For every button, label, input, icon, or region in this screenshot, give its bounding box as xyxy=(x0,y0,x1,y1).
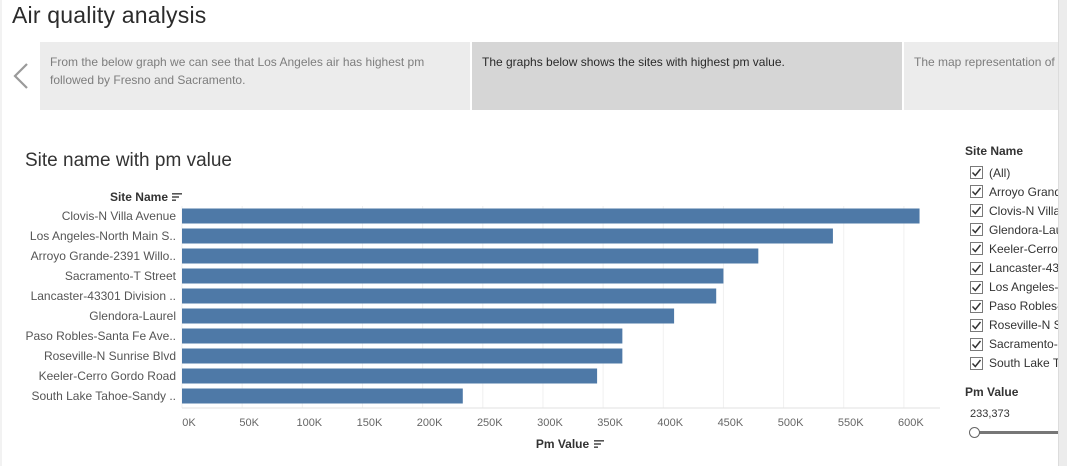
site-filter-checkbox[interactable] xyxy=(970,185,983,199)
pm-value-min-readout: 233,373 xyxy=(970,408,1010,420)
site-filter-item[interactable]: Roseville-N Sunrise Blvd xyxy=(970,316,1058,335)
check-icon xyxy=(971,302,982,311)
site-filter-item[interactable]: Paso Robles-Santa Fe xyxy=(970,297,1058,316)
x-tick-label: 400K xyxy=(657,417,683,429)
site-filter-checkbox[interactable] xyxy=(970,299,983,313)
sort-descending-icon[interactable] xyxy=(172,192,182,202)
site-name-filter-list: (All) Arroyo Grande-2391 Willow Clovis-N V… xyxy=(970,163,1058,373)
story-point-1[interactable]: From the below graph we can see that Los… xyxy=(40,42,470,110)
pm-value-bar[interactable] xyxy=(182,348,623,364)
site-name-filter-title: Site Name xyxy=(965,144,1024,158)
pm-value-slider-track[interactable] xyxy=(974,431,1058,434)
site-filter-label: South Lake Tahoe-Sandy xyxy=(989,356,1058,371)
site-filter-item[interactable]: South Lake Tahoe-Sandy xyxy=(970,354,1058,373)
site-filter-item[interactable]: (All) xyxy=(970,163,1058,182)
pm-value-bar[interactable] xyxy=(182,288,717,304)
site-filter-checkbox[interactable] xyxy=(970,223,983,237)
check-icon xyxy=(971,340,982,349)
site-filter-label: Arroyo Grande-2391 Willow xyxy=(989,184,1058,199)
site-filter-checkbox[interactable] xyxy=(970,318,983,332)
site-name-row-header[interactable]: Site Name xyxy=(60,190,182,204)
x-tick-label: 50K xyxy=(239,417,259,429)
site-filter-label: Los Angeles-North Main xyxy=(989,280,1058,295)
x-tick-label: 100K xyxy=(296,417,322,429)
x-tick-label: 550K xyxy=(838,417,864,429)
pm-value-bar[interactable] xyxy=(182,208,920,224)
x-tick-label: 450K xyxy=(718,417,744,429)
row-header-label: Site Name xyxy=(109,190,168,204)
pm-value-slider-handle[interactable] xyxy=(969,427,980,438)
story-point-2-active[interactable]: The graphs below shows the sites with hi… xyxy=(472,42,902,110)
check-icon xyxy=(971,187,982,196)
site-filter-item[interactable]: Los Angeles-North Main xyxy=(970,278,1058,297)
dashboard-title: Air quality analysis xyxy=(12,2,207,28)
right-scrollbar[interactable] xyxy=(1058,0,1067,466)
site-filter-checkbox[interactable] xyxy=(970,166,983,180)
pm-value-bar[interactable] xyxy=(182,388,463,404)
chart-title: Site name with pm value xyxy=(25,150,232,171)
site-filter-checkbox[interactable] xyxy=(970,242,983,256)
pm-value-filter-title: Pm Value xyxy=(965,385,1019,399)
x-tick-label: 500K xyxy=(778,417,804,429)
story-point-3[interactable]: The map representation of xyxy=(904,42,1058,110)
site-filter-label: (All) xyxy=(989,165,1011,180)
site-filter-label: Keeler-Cerro Gordo Road xyxy=(989,241,1058,256)
site-filter-item[interactable]: Keeler-Cerro Gordo Road xyxy=(970,239,1058,258)
bar-chart: 0K 50K 100K 150K 200K 250K 300K 350K 400K 450K 500… xyxy=(25,206,940,429)
site-name-label: Lancaster-43301 Division .. xyxy=(31,289,176,303)
site-filter-checkbox[interactable] xyxy=(970,204,983,218)
x-tick-label: 350K xyxy=(597,417,623,429)
x-tick-label: 200K xyxy=(417,417,443,429)
site-filter-checkbox[interactable] xyxy=(970,280,983,294)
pm-value-bar[interactable] xyxy=(182,368,598,384)
site-name-label: Glendora-Laurel xyxy=(89,309,176,323)
site-filter-item[interactable]: Clovis-N Villa Avenue xyxy=(970,201,1058,220)
site-filter-checkbox[interactable] xyxy=(970,337,983,351)
site-filter-item[interactable]: Glendora-Laurel xyxy=(970,220,1058,239)
sort-descending-icon[interactable] xyxy=(594,439,605,449)
check-icon xyxy=(971,244,982,254)
pm-value-bar[interactable] xyxy=(182,228,833,244)
pm-value-bar[interactable] xyxy=(182,308,675,324)
check-icon xyxy=(971,168,982,177)
site-filter-label: Glendora-Laurel xyxy=(989,222,1058,237)
check-icon xyxy=(971,225,982,234)
site-name-label: Clovis-N Villa Avenue xyxy=(62,209,177,223)
site-name-label: Sacramento-T Street xyxy=(65,269,177,283)
site-filter-checkbox[interactable] xyxy=(970,356,983,370)
check-icon xyxy=(971,206,982,215)
site-name-label: Keeler-Cerro Gordo Road xyxy=(39,369,176,383)
site-name-label: Arroyo Grande-2391 Willo.. xyxy=(31,249,176,263)
pm-value-bar[interactable] xyxy=(182,248,759,264)
left-frame-edge xyxy=(0,0,2,466)
x-tick-label: 150K xyxy=(357,417,383,429)
x-tick-label: 250K xyxy=(477,417,503,429)
site-filter-label: Roseville-N Sunrise Blvd xyxy=(989,318,1058,333)
pm-value-bar[interactable] xyxy=(182,328,623,344)
previous-story-point-button[interactable] xyxy=(2,42,40,110)
site-name-label: South Lake Tahoe-Sandy .. xyxy=(31,389,176,403)
check-icon xyxy=(971,264,982,273)
site-filter-label: Lancaster-43301 Division xyxy=(989,261,1058,276)
site-name-label: Los Angeles-North Main S.. xyxy=(30,229,176,243)
pm-value-bar[interactable] xyxy=(182,268,724,284)
check-icon xyxy=(971,283,982,292)
site-filter-checkbox[interactable] xyxy=(970,261,983,275)
x-tick-label: 600K xyxy=(898,417,924,429)
x-tick-label: 300K xyxy=(537,417,563,429)
site-filter-item[interactable]: Sacramento-T Street xyxy=(970,335,1058,354)
x-axis-title-label: Pm Value xyxy=(535,437,590,451)
site-filter-item[interactable]: Arroyo Grande-2391 Willow xyxy=(970,182,1058,201)
site-name-label: Paso Robles-Santa Fe Ave.. xyxy=(25,329,176,343)
check-icon xyxy=(971,359,982,368)
check-icon xyxy=(971,321,982,330)
x-axis-title[interactable]: Pm Value xyxy=(500,437,640,451)
chevron-left-icon xyxy=(13,63,28,89)
site-filter-label: Clovis-N Villa Avenue xyxy=(989,203,1058,218)
x-tick-label: 0K xyxy=(182,417,196,429)
site-name-label: Roseville-N Sunrise Blvd xyxy=(44,349,176,363)
site-filter-label: Sacramento-T Street xyxy=(989,337,1058,352)
site-filter-label: Paso Robles-Santa Fe xyxy=(989,299,1058,314)
site-filter-item[interactable]: Lancaster-43301 Division xyxy=(970,258,1058,277)
